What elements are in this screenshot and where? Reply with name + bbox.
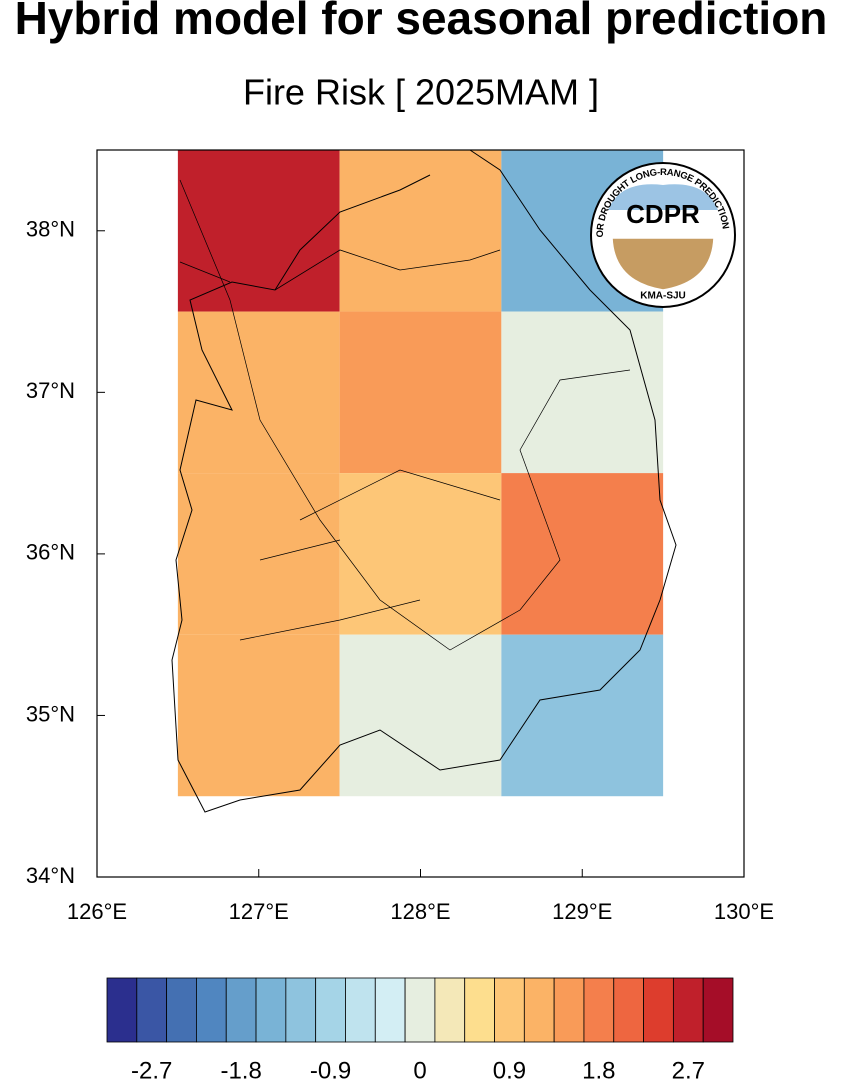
x-tick-label: 126°E [67,899,127,924]
logo-footer: KMA-SJU [640,291,686,302]
colorbar-label: 0.9 [493,1057,526,1084]
y-tick-label: 34°N [26,863,75,888]
border-line [179,249,501,291]
logo-name: CDPR [626,199,700,229]
colorbar-box [315,977,346,1043]
x-tick-label: 127°E [229,899,289,924]
grid-cell [501,634,664,797]
colorbar-label: 2.7 [672,1057,705,1084]
colorbar-label: 0 [413,1057,426,1084]
grid-cell [501,473,664,635]
grid-cell [339,150,502,312]
logo-ground [611,237,715,291]
colorbar-box [404,977,436,1043]
y-tick-label: 38°N [26,217,75,242]
grid-cell [177,634,340,797]
grid-cells [177,150,664,797]
colorbar-box [672,977,704,1043]
colorbar-box [285,977,317,1043]
colorbar-box [464,977,495,1043]
x-tick-label: 130°E [714,899,774,924]
colorbar-label: -2.7 [131,1057,172,1084]
grid-cell [339,634,502,797]
colorbar-box [196,977,227,1043]
grid-cell [339,473,502,635]
colorbar-box [553,977,585,1043]
colorbar-box [583,977,615,1043]
colorbar-box [255,977,287,1043]
colorbar-box [374,977,406,1043]
y-tick-label: 37°N [26,378,75,403]
colorbar-label: -0.9 [310,1057,351,1084]
chart-subtitle: Fire Risk [ 2025MAM ] [243,72,599,113]
colorbar-box [136,977,168,1043]
colorbar-box [345,977,376,1043]
grid-cell [177,473,340,635]
grid-cell [177,150,340,312]
x-tick-label: 128°E [390,899,450,924]
colorbar-box [643,977,674,1043]
colorbar-box [494,977,525,1043]
x-tick-label: 129°E [552,899,612,924]
logo-cloud [608,184,718,210]
y-tick-label: 35°N [26,701,75,726]
y-tick-label: 36°N [26,540,75,565]
grid-cell [501,311,664,474]
chart-title: Hybrid model for seasonal prediction [15,0,828,44]
colorbar-box [613,977,644,1043]
coastline [171,149,677,813]
colorbar-box [702,977,734,1043]
colorbar-label: -1.8 [220,1057,261,1084]
colorbar-box [106,977,138,1043]
province-boundary [179,179,631,651]
colorbar-box [166,977,197,1043]
colorbar-box [523,977,555,1043]
colorbar-label: 1.8 [582,1057,615,1084]
colorbar-box [225,977,257,1043]
grid-cell [339,311,502,474]
colorbar-box [434,977,466,1043]
grid-cell [177,311,340,474]
